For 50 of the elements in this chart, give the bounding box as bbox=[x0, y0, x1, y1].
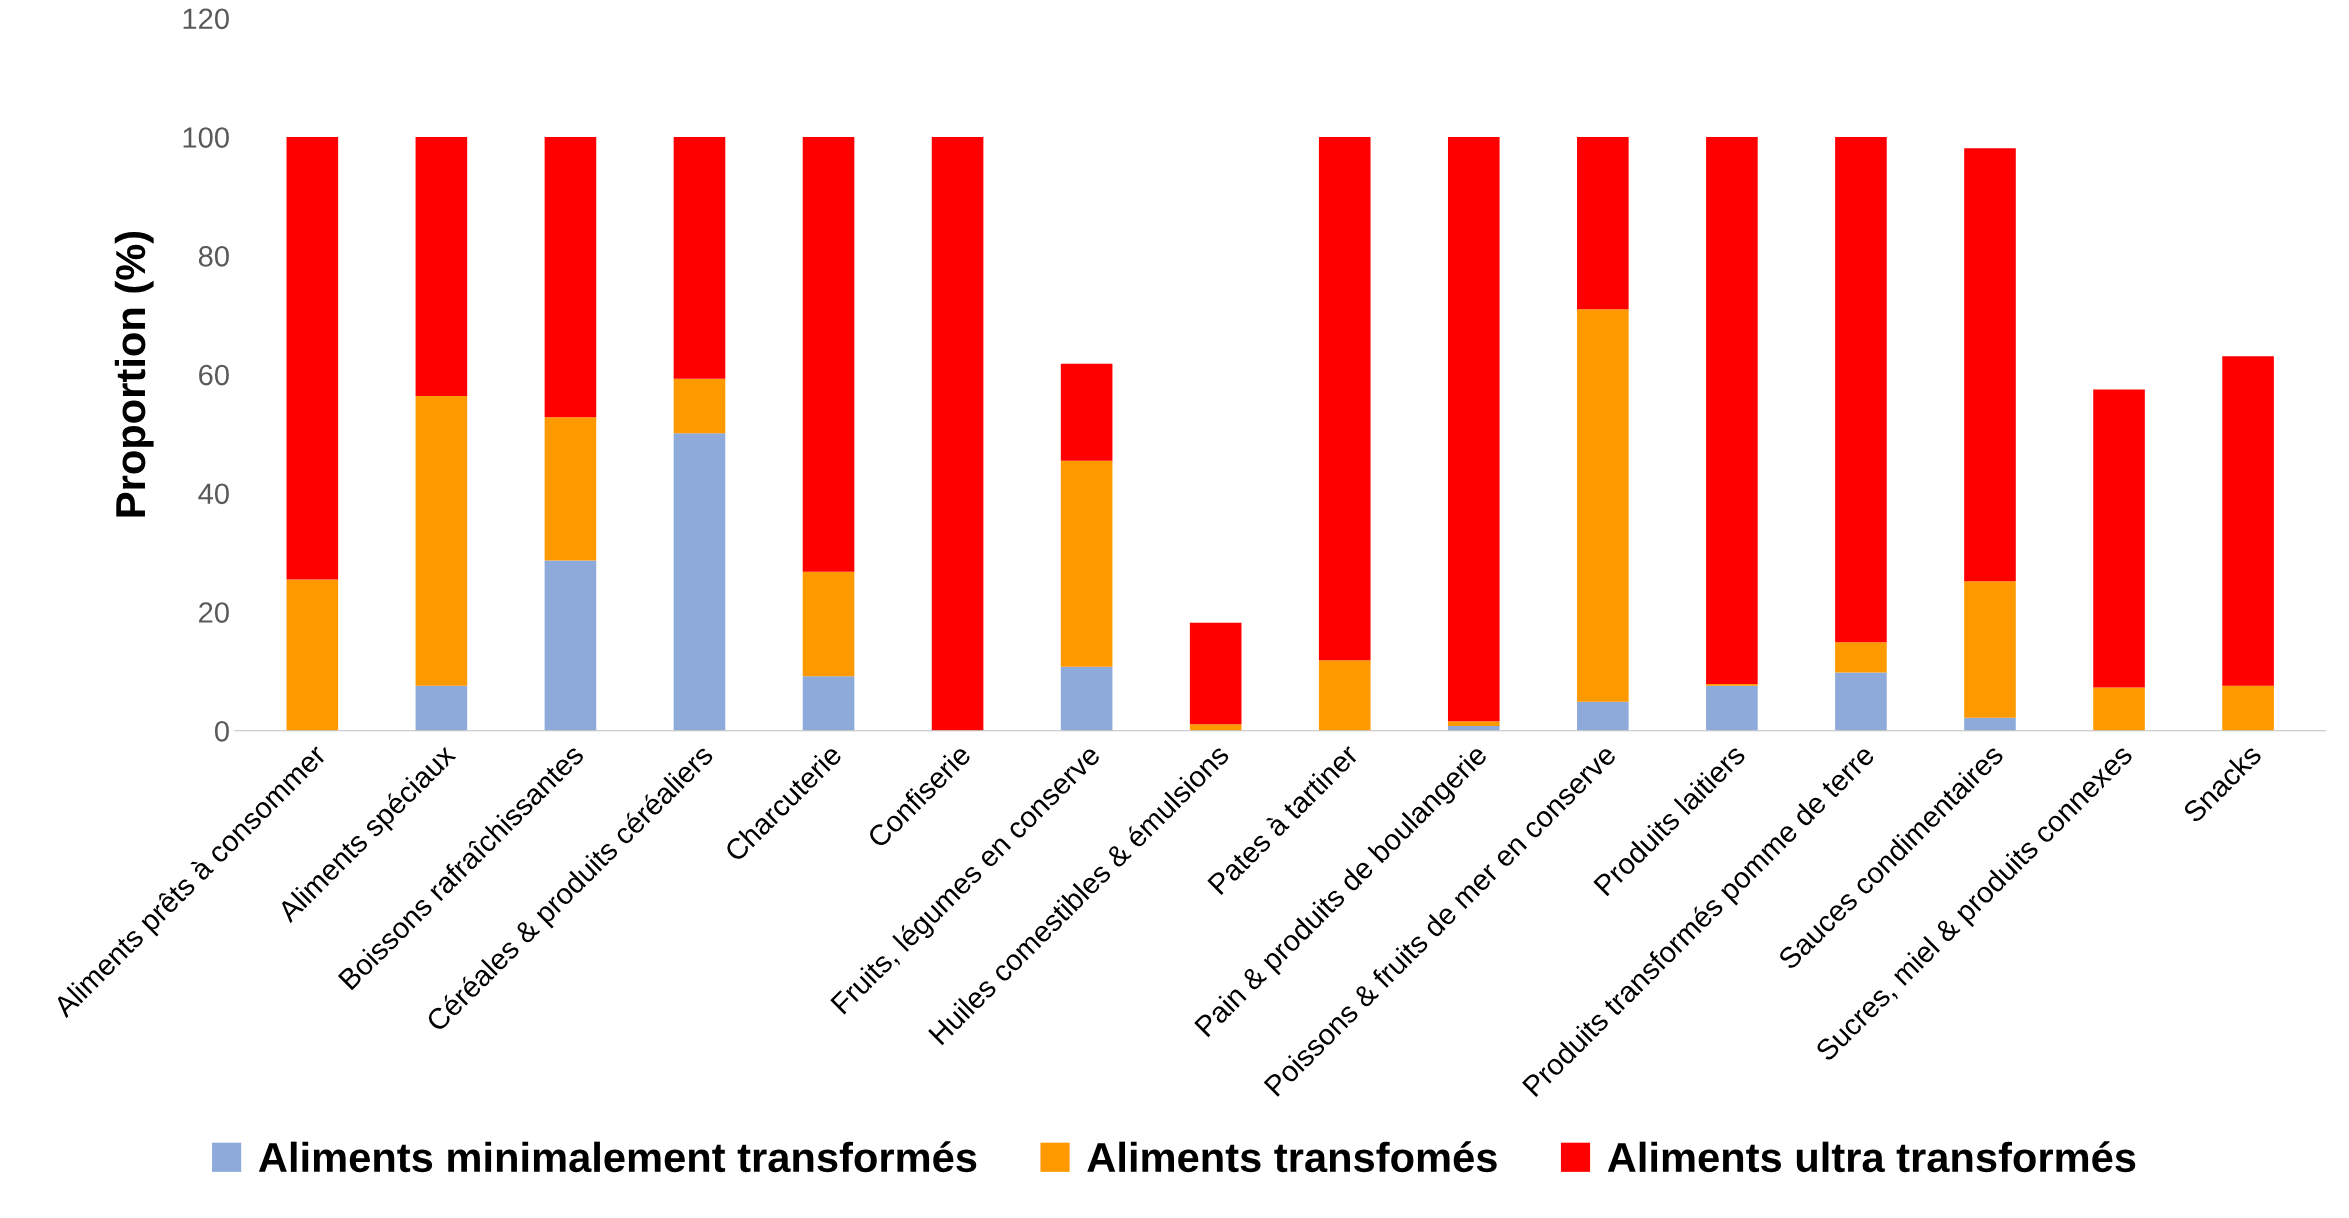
legend-label: Aliments transfomés bbox=[1087, 1141, 1497, 1173]
bar bbox=[1447, 721, 1500, 727]
y-tick-label: 40 bbox=[198, 483, 229, 505]
bar bbox=[1964, 148, 2016, 582]
bar bbox=[2222, 356, 2274, 686]
bar bbox=[673, 137, 726, 379]
y-tick-label: 20 bbox=[199, 602, 229, 623]
bar bbox=[1060, 460, 1113, 667]
bar bbox=[802, 571, 855, 677]
bar bbox=[2093, 687, 2145, 731]
bar bbox=[1318, 660, 1371, 731]
y-tick-label: 60 bbox=[199, 364, 229, 386]
bar bbox=[415, 137, 468, 396]
bar bbox=[802, 676, 855, 731]
bar bbox=[1577, 309, 1629, 702]
bar bbox=[673, 433, 726, 731]
bar bbox=[544, 560, 597, 731]
bar bbox=[673, 378, 726, 434]
bar bbox=[1060, 666, 1113, 731]
bar bbox=[2222, 685, 2274, 731]
bar bbox=[286, 579, 339, 731]
y-tick-label: 0 bbox=[214, 721, 229, 742]
legend-label: Aliments minimalement transformés bbox=[258, 1141, 977, 1173]
bar bbox=[1318, 137, 1371, 661]
bar bbox=[2093, 389, 2145, 688]
bar bbox=[1706, 685, 1758, 731]
bar bbox=[1577, 137, 1629, 310]
bar bbox=[1706, 137, 1758, 684]
y-tick-label: 120 bbox=[183, 8, 229, 30]
bar bbox=[1189, 724, 1242, 731]
bar bbox=[1577, 701, 1629, 731]
bar bbox=[1447, 137, 1500, 722]
bar bbox=[1835, 672, 1887, 731]
legend-label: Aliments ultra transformés bbox=[1607, 1141, 2136, 1173]
bar bbox=[931, 137, 984, 731]
y-tick-label: 100 bbox=[183, 127, 229, 148]
bar bbox=[544, 417, 597, 561]
bar bbox=[1060, 363, 1113, 461]
bar bbox=[1835, 137, 1887, 643]
bar bbox=[286, 137, 339, 580]
bar bbox=[544, 137, 597, 418]
bar bbox=[415, 685, 468, 731]
bar bbox=[802, 137, 855, 572]
bar bbox=[1964, 581, 2016, 718]
bar bbox=[1189, 622, 1242, 725]
y-tick-label: 80 bbox=[198, 245, 229, 267]
bar bbox=[415, 395, 468, 686]
y-axis-title: Proportion (%) bbox=[114, 231, 154, 517]
bar bbox=[1964, 717, 2016, 731]
bar bbox=[1835, 642, 1887, 673]
